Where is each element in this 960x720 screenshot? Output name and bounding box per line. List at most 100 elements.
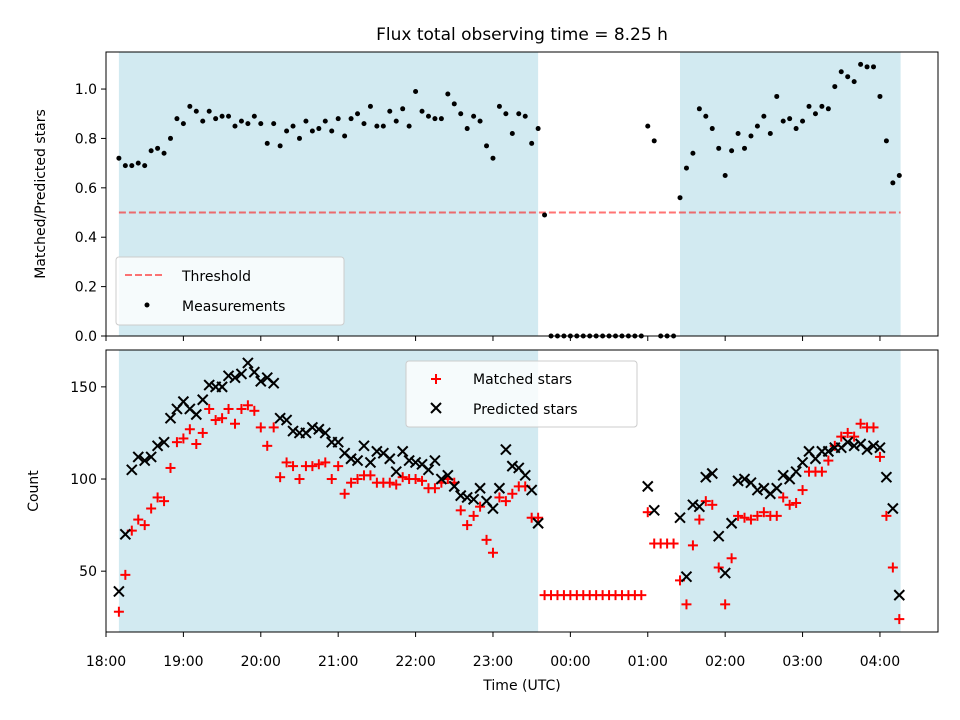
matched-point (771, 510, 782, 521)
predicted-point (132, 451, 144, 463)
matched-point (707, 499, 718, 510)
predicted-point (493, 482, 506, 494)
predicted-point (455, 489, 467, 502)
matched-point (204, 403, 215, 414)
measurement-point (290, 123, 296, 129)
observing-band (680, 52, 901, 336)
measurement-point (754, 123, 760, 129)
predicted-point (874, 441, 886, 454)
measurement-point (529, 140, 535, 146)
matched-point (494, 492, 505, 503)
measurement-point (742, 145, 748, 151)
predicted-point (448, 480, 460, 493)
matched-point (758, 507, 769, 518)
matched-point (294, 474, 305, 485)
matched-point (242, 400, 253, 411)
measurement-point (367, 103, 373, 109)
legend-matched-swatch (431, 374, 441, 384)
matched-point (184, 424, 195, 435)
predicted-point (287, 425, 299, 437)
measurement-point (787, 116, 793, 122)
x-tick-label: 01:00 (628, 654, 668, 670)
chart-title: Flux total observing time = 8.25 h (376, 25, 668, 45)
measurement-point (206, 108, 212, 114)
x-tick-label: 03:00 (782, 654, 822, 670)
predicted-point (467, 493, 480, 506)
predicted-point (706, 467, 718, 480)
bottom-panel: 50 100 150 18:00 19:00 20:00 21:00 22:00 23:00 0… (26, 349, 939, 694)
matched-point (475, 501, 486, 512)
measurement-point (329, 128, 335, 134)
measurement-point (200, 118, 206, 124)
matched-point (320, 457, 331, 468)
measurement-point (864, 64, 870, 70)
measurement-point (251, 113, 257, 119)
predicted-point (880, 471, 893, 483)
measurement-point (303, 118, 309, 124)
matched-point (268, 422, 279, 433)
measurement-point (793, 126, 799, 132)
measurement-point (245, 121, 251, 127)
predicted-point (725, 517, 738, 529)
matched-point (855, 418, 866, 429)
measurement-point (825, 106, 831, 112)
predicted-point (255, 375, 267, 388)
measurement-point (406, 123, 412, 129)
x-tick-label: 00:00 (550, 654, 590, 670)
predicted-point (306, 421, 319, 434)
predicted-point (642, 480, 654, 493)
measurement-point (838, 69, 844, 75)
matched-point (410, 474, 421, 485)
observing-band (680, 350, 901, 632)
measurement-point (316, 126, 322, 132)
matched-point (881, 510, 892, 521)
legend: Threshold Measurements (115, 256, 345, 326)
measurement-point (735, 130, 741, 136)
measurement-point (780, 118, 786, 124)
measurement-point (496, 103, 502, 109)
matched-point (745, 514, 756, 525)
measurement-point (542, 212, 548, 218)
predicted-point (158, 436, 170, 448)
matched-point (165, 462, 176, 473)
measurement-point (845, 74, 851, 80)
matched-point (152, 492, 163, 503)
top-panel: 0.0 0.2 0.4 0.6 0.8 1.0 Matched/Predicted sta… (33, 51, 939, 345)
measurement-point (277, 143, 283, 149)
matched-point (487, 547, 498, 558)
legend-threshold-label: Threshold (181, 269, 251, 285)
predicted-point (409, 456, 422, 469)
predicted-point (138, 454, 151, 467)
predicted-point (371, 445, 383, 458)
matched-point (352, 474, 363, 485)
predicted-point (280, 414, 293, 426)
predicted-point (442, 469, 454, 482)
predicted-point (893, 589, 906, 601)
measurement-point (716, 145, 722, 151)
matched-point (797, 485, 808, 496)
y-axis-label: Count (26, 470, 42, 512)
matched-point (171, 437, 182, 448)
measurement-point (361, 121, 367, 127)
predicted-point (700, 471, 712, 483)
y-tick-label: 1.0 (75, 82, 97, 98)
measurement-point (142, 163, 148, 169)
matched-point (384, 477, 395, 488)
predicted-point (229, 371, 241, 384)
matched-point (887, 562, 898, 573)
matched-point (391, 479, 402, 490)
measurement-point (309, 128, 315, 134)
legend: Matched stars Predicted stars (405, 360, 638, 428)
matched-point (275, 472, 286, 483)
legend-measurement-swatch (144, 302, 150, 308)
matched-point (720, 599, 731, 610)
matched-point (784, 499, 795, 510)
predicted-point (267, 377, 280, 389)
measurement-point (690, 150, 696, 156)
measurement-point (761, 113, 767, 119)
predicted-point (796, 456, 809, 469)
matched-point (868, 422, 879, 433)
measurement-point (213, 116, 219, 122)
matched-point (365, 470, 376, 481)
measurement-point (284, 128, 290, 134)
